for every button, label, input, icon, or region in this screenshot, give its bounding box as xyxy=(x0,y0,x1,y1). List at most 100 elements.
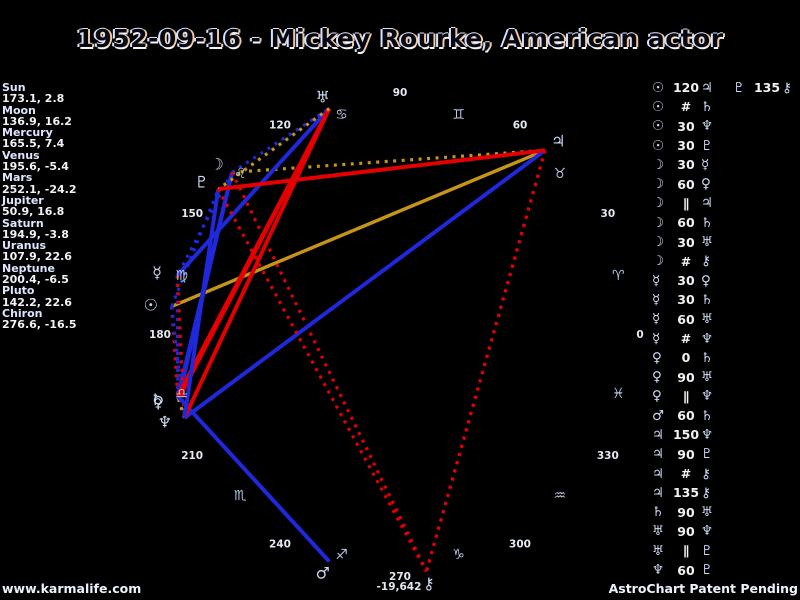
aspect-type: ∥ xyxy=(682,543,690,559)
aspect-type: # xyxy=(680,253,692,269)
sign-glyph-pisces: ♓ xyxy=(612,386,625,402)
aspect-line-sun-saturn xyxy=(170,306,180,397)
sign-glyph-aquarius: ♒ xyxy=(554,488,567,504)
sign-glyph-libra: ♎ xyxy=(175,386,188,402)
aspect-planet2-glyph: ♄ xyxy=(701,98,714,115)
planet-glyph-moon: ☽ xyxy=(210,155,224,174)
aspect-planet1-glyph: ♃ xyxy=(652,426,665,443)
aspect-planet2-glyph: ⚷ xyxy=(701,253,711,270)
aspect-line-neptune-pluto xyxy=(182,188,221,419)
aspect-row-sun-saturn: ☉ # ♄ xyxy=(652,97,800,116)
degree-label-30: 30 xyxy=(601,208,616,220)
aspect-line-sun-jupiter xyxy=(171,148,546,308)
aspect-type: ∥ xyxy=(682,388,690,404)
chart-extra-label: -19,642 xyxy=(377,581,422,593)
degree-label-90: 90 xyxy=(393,87,408,99)
aspect-line-uranus-neptune xyxy=(182,107,332,419)
aspect-planet1-glyph: ♄ xyxy=(652,504,665,521)
aspect-type: 90 xyxy=(677,446,695,462)
aspect-planet2-glyph: ♄ xyxy=(701,349,714,366)
aspect-planet1-glyph: ♃ xyxy=(652,465,665,482)
sign-glyph-sagittarius: ♐ xyxy=(335,547,348,563)
aspect-type: 150 xyxy=(672,427,700,443)
patent-note: AstroChart Patent Pending xyxy=(608,581,798,596)
aspect-planet2-glyph: ♃ xyxy=(701,195,714,212)
aspect-type: ∥ xyxy=(682,195,690,211)
degree-label-150: 150 xyxy=(181,208,203,220)
aspect-type: 60 xyxy=(677,311,695,327)
aspect-type: 60 xyxy=(677,176,695,192)
planet-glyph-venus: ♀ xyxy=(152,393,164,412)
aspect-row-uranus-pluto: ♅ ∥ ♇ xyxy=(652,541,800,560)
degree-label-270: 270 xyxy=(389,571,411,583)
aspect-type: 135 xyxy=(753,80,781,96)
legend-planet-name: Saturn xyxy=(2,216,44,230)
aspect-planet1-glyph: ☉ xyxy=(652,137,665,154)
aspect-planet2-glyph: ♇ xyxy=(701,562,714,579)
aspect-line-jupiter-pluto xyxy=(218,148,546,192)
aspect-planet2-glyph: ♇ xyxy=(701,137,714,154)
aspect-type: 90 xyxy=(677,504,695,520)
aspect-row-moon-saturn: ☽ 60 ♄ xyxy=(652,213,800,232)
aspect-planet1-glyph: ☽ xyxy=(652,234,665,251)
degree-label-240: 240 xyxy=(269,539,291,551)
aspect-type: 60 xyxy=(677,562,695,578)
aspect-planet2-glyph: ♅ xyxy=(701,311,714,328)
aspect-planet1-glyph: ♃ xyxy=(652,446,665,463)
degree-label-120: 120 xyxy=(269,119,291,131)
aspect-line-venus-neptune xyxy=(176,398,186,419)
legend-row-pluto: Pluto 142.2, 22.6 xyxy=(2,285,77,308)
sign-glyph-leo: ♌ xyxy=(234,166,247,182)
aspect-row-moon-jupiter: ☽ ∥ ♃ xyxy=(652,194,800,213)
legend-planet-name: Uranus xyxy=(2,239,46,253)
legend-row-sun: Sun 173.1, 2.8 xyxy=(2,82,77,105)
aspect-row-venus-neptune: ♀ ∥ ♆ xyxy=(652,387,800,406)
aspect-planet1-glyph: ♇ xyxy=(733,79,746,96)
aspect-line-pluto-chiron xyxy=(216,188,428,573)
legend-planet-name: Mercury xyxy=(2,126,53,140)
aspect-planet2-glyph: ♆ xyxy=(701,118,714,135)
aspect-row-neptune-pluto: ♆ 60 ♇ xyxy=(652,560,800,579)
aspect-row-sun-pluto: ☉ 30 ♇ xyxy=(652,136,800,155)
aspect-type: 30 xyxy=(677,234,695,250)
aspect-row-moon-mercury: ☽ 30 ☿ xyxy=(652,155,800,174)
aspect-type: 30 xyxy=(677,273,695,289)
aspect-row-mars-saturn: ♂ 60 ♄ xyxy=(652,406,800,425)
aspect-planet1-glyph: ☿ xyxy=(652,291,661,308)
legend-planet-name: Pluto xyxy=(2,284,35,298)
legend-planet-position: 107.9, 22.6 xyxy=(2,250,72,264)
planet-glyph-pluto: ♇ xyxy=(194,172,208,191)
legend-row-uranus: Uranus 107.9, 22.6 xyxy=(2,240,77,263)
legend-planet-position: 276.6, -16.5 xyxy=(2,318,77,332)
aspect-planet1-glyph: ♀ xyxy=(652,369,662,386)
degree-label-210: 210 xyxy=(181,450,203,462)
legend-planet-name: Mars xyxy=(2,171,33,185)
aspect-planet1-glyph: ♃ xyxy=(652,484,665,501)
aspect-planet1-glyph: ♂ xyxy=(652,407,665,424)
aspect-row-jupiter-chiron: ♃ 135 ⚷ xyxy=(652,483,800,502)
aspect-line-saturn-uranus xyxy=(175,107,332,398)
legend-planet-name: Neptune xyxy=(2,261,55,275)
aspect-planet2-glyph: ⚷ xyxy=(701,465,711,482)
aspect-planet1-glyph: ♆ xyxy=(652,562,665,579)
aspect-row-jupiter-pluto: ♃ 90 ♇ xyxy=(652,445,800,464)
aspect-planet2-glyph: ⚷ xyxy=(701,484,711,501)
legend-planet-name: Venus xyxy=(2,148,40,162)
legend-planet-position: 195.6, -5.4 xyxy=(2,160,69,174)
degree-label-60: 60 xyxy=(513,119,528,131)
aspect-row-mercury-uranus: ☿ 60 ♅ xyxy=(652,310,800,329)
aspect-planet1-glyph: ☉ xyxy=(652,118,665,135)
legend-planet-name: Jupiter xyxy=(2,193,44,207)
legend-planet-name: Sun xyxy=(2,81,26,94)
aspect-planet1-glyph: ☽ xyxy=(652,176,665,193)
planet-glyph-chiron: ⚷ xyxy=(423,574,435,593)
aspect-type: # xyxy=(680,99,692,115)
sign-glyph-taurus: ♉ xyxy=(554,166,567,182)
aspect-planet1-glyph: ☿ xyxy=(652,311,661,328)
page-title: 1952-09-16 - Mickey Rourke, American act… xyxy=(76,24,724,53)
aspect-line-moon-uranus xyxy=(231,107,331,174)
legend-row-venus: Venus 195.6, -5.4 xyxy=(2,148,77,174)
legend-row-chiron: Chiron 276.6, -16.5 xyxy=(2,308,77,331)
aspect-planet1-glyph: ☽ xyxy=(652,214,665,231)
